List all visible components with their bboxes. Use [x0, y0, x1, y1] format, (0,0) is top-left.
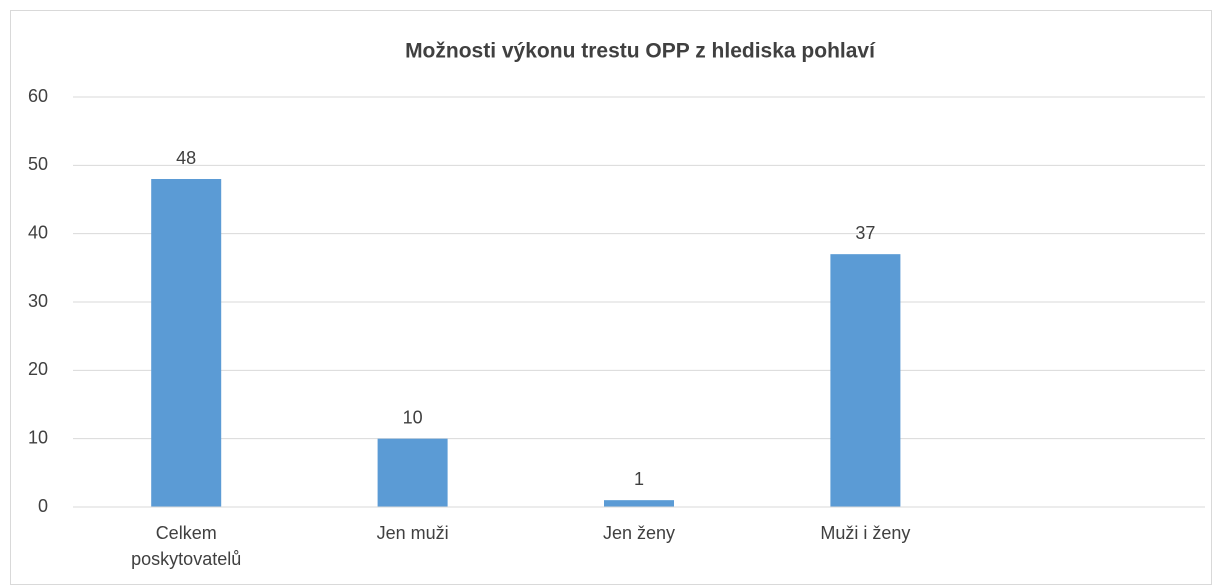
bar [151, 179, 222, 507]
y-tick-label: 40 [28, 222, 48, 242]
x-tick-label: Muži i ženy [820, 523, 910, 543]
bar [604, 500, 674, 507]
y-tick-label: 50 [28, 154, 48, 174]
data-label: 1 [634, 469, 644, 489]
x-tick-label: Celkem poskytovatelů [131, 523, 241, 569]
data-label: 48 [176, 148, 196, 168]
data-label: 10 [403, 407, 423, 427]
y-tick-label: 60 [28, 86, 48, 106]
x-tick-label: Jen muži [377, 523, 449, 543]
chart-title: Možnosti výkonu trestu OPP z hlediska po… [405, 40, 876, 63]
y-tick-label: 30 [28, 291, 48, 311]
data-label: 37 [855, 223, 875, 243]
y-tick-label: 0 [38, 496, 48, 516]
bar [377, 438, 448, 507]
y-tick-label: 20 [28, 359, 48, 379]
y-tick-label: 10 [28, 427, 48, 447]
bar [830, 254, 901, 507]
x-tick-label: Jen ženy [603, 523, 675, 543]
